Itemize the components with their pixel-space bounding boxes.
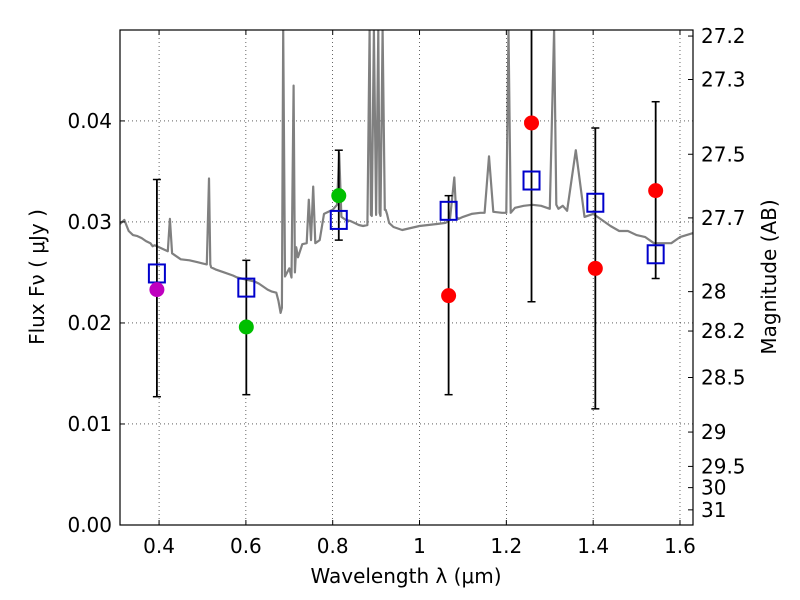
model-point — [329, 209, 348, 230]
marker-layer — [147, 115, 665, 335]
x-axis-title: Wavelength λ (μm) — [310, 564, 501, 588]
x-tick-label: 0.4 — [143, 534, 175, 558]
right-tick-label: 28.5 — [701, 366, 746, 390]
ticks: 0.4 0.6 0.8 1 1.2 1.4 1.6 0.00 0.01 0.02 0.03 0.04 2… — [67, 24, 745, 558]
right-tick-label: 31 — [701, 498, 726, 522]
plot-frame — [119, 29, 694, 526]
y-axis-title: Flux Fν ( μJy ) — [25, 209, 49, 345]
x-tick-label: 1.6 — [664, 534, 696, 558]
grid — [120, 30, 693, 526]
right-tick-label: 27.7 — [701, 206, 746, 230]
right-tick-label: 28 — [701, 280, 726, 304]
x-tick-label: 0.8 — [317, 534, 349, 558]
x-tick-label: 0.6 — [230, 534, 262, 558]
x-tick-label: 1.4 — [577, 534, 609, 558]
observed-point — [331, 188, 347, 204]
observed-point — [587, 260, 603, 276]
right-tick-label: 27.2 — [701, 24, 746, 48]
y-tick-label: 0.00 — [67, 513, 112, 537]
observed-point — [648, 183, 664, 199]
right-tick-label: 29 — [701, 420, 726, 444]
x-tick-label: 1 — [413, 534, 426, 558]
spectrum-layer — [120, 30, 693, 314]
model-point — [237, 277, 256, 298]
model-point — [522, 170, 541, 191]
y-tick-label: 0.02 — [67, 311, 112, 335]
x-tick-label: 1.2 — [490, 534, 522, 558]
y-tick-label: 0.01 — [67, 412, 112, 436]
model-point — [439, 200, 458, 221]
observed-point — [149, 282, 165, 298]
model-point — [586, 192, 605, 213]
observed-point — [524, 115, 540, 131]
spectrum-line — [120, 30, 693, 314]
y-tick-label: 0.03 — [67, 210, 112, 234]
y-tick-label: 0.04 — [67, 109, 112, 133]
right-tick-label: 27.3 — [701, 68, 746, 92]
right-tick-label: 27.5 — [701, 142, 746, 166]
model-point — [646, 244, 665, 265]
observed-point — [238, 319, 254, 335]
right-tick-label: 28.2 — [701, 319, 746, 343]
observed-point — [441, 288, 457, 304]
right-tick-label: 30 — [701, 476, 726, 500]
right-tick-label: 29.5 — [701, 454, 746, 478]
y-axis-right-title: Magnitude (AB) — [757, 199, 781, 354]
